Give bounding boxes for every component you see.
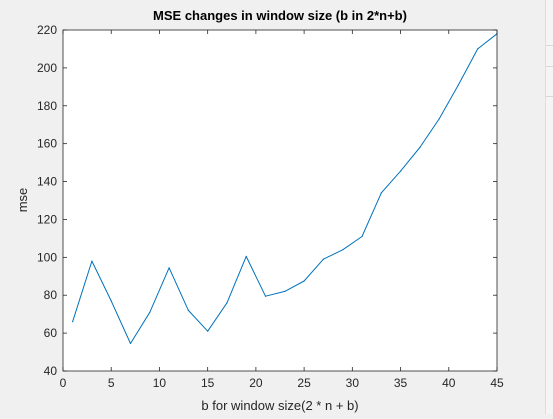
x-axis-label: b for window size(2 * n + b) — [201, 398, 358, 413]
data-point — [245, 255, 247, 257]
data-point — [380, 192, 382, 194]
x-axis: 0 5 10 15 20 25 30 35 40 45 — [60, 30, 504, 390]
y-tick-label: 60 — [44, 326, 58, 340]
data-point — [129, 342, 132, 345]
data-point — [91, 260, 93, 262]
x-tick-label: 10 — [153, 376, 167, 390]
x-tick-label: 30 — [346, 376, 360, 390]
y-tick-label: 80 — [44, 288, 58, 302]
x-tick-label: 45 — [490, 376, 504, 390]
data-point — [438, 118, 440, 120]
plot-area — [63, 30, 497, 371]
data-point — [361, 235, 363, 238]
x-tick-label: 15 — [201, 376, 215, 390]
y-axis-label: mse — [15, 188, 30, 213]
edge-divider — [546, 66, 553, 67]
data-point — [284, 290, 286, 292]
data-point — [419, 146, 421, 149]
data-point — [110, 300, 112, 302]
y-tick-label: 100 — [37, 250, 57, 264]
x-tick-label: 5 — [108, 376, 115, 390]
x-tick-label: 20 — [249, 376, 263, 390]
x-tick-label: 35 — [394, 376, 408, 390]
chart-title: MSE changes in window size (b in 2*n+b) — [153, 8, 407, 23]
data-point — [303, 280, 305, 282]
y-tick-label: 140 — [37, 175, 57, 189]
data-point — [226, 302, 228, 304]
data-point — [457, 84, 459, 86]
x-tick-label: 25 — [297, 376, 311, 390]
data-point — [342, 249, 344, 251]
x-tick-label: 40 — [442, 376, 456, 390]
data-point — [400, 170, 402, 172]
data-point — [187, 309, 189, 311]
data-point — [264, 295, 267, 297]
data-point — [149, 311, 151, 313]
data-point — [72, 321, 74, 323]
edge-divider — [546, 45, 553, 46]
x-tick-label: 0 — [60, 376, 67, 390]
y-tick-label: 180 — [37, 99, 57, 113]
y-tick-label: 40 — [44, 364, 58, 378]
window-edge — [545, 0, 553, 414]
y-axis: 40 60 80 100 120 140 160 180 200 220 — [37, 23, 497, 378]
y-tick-label: 120 — [37, 212, 57, 226]
y-tick-label: 160 — [37, 137, 57, 151]
edge-divider — [546, 96, 553, 97]
y-tick-label: 200 — [37, 61, 57, 75]
data-point — [477, 48, 479, 50]
y-tick-label: 220 — [37, 23, 57, 37]
data-point — [322, 258, 324, 260]
plot-frame — [62, 29, 498, 372]
data-point — [207, 330, 209, 332]
data-point — [168, 267, 170, 269]
